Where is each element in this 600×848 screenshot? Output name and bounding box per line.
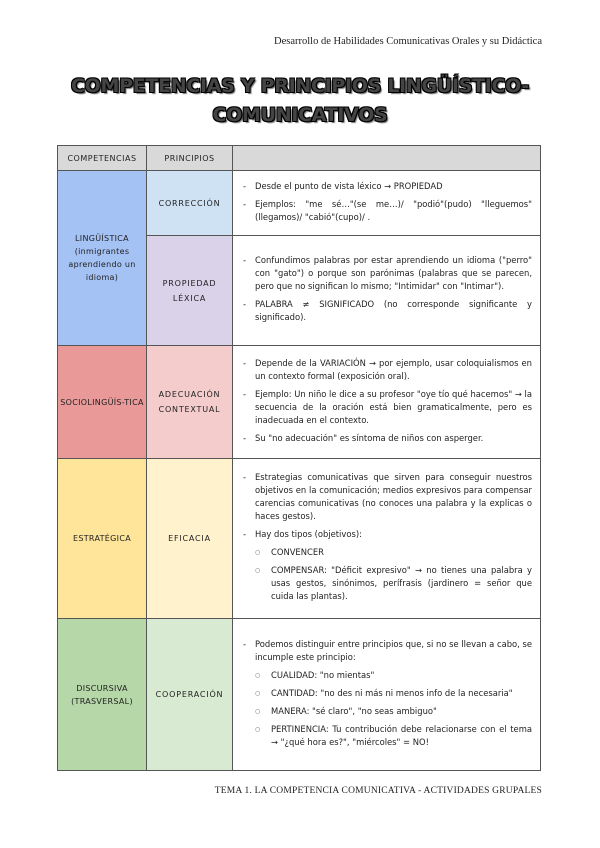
competencia-label: DISCURSIVA	[76, 683, 128, 693]
page-footer: TEMA 1. LA COMPETENCIA COMUNICATIVA - AC…	[214, 786, 542, 796]
list-item: PALABRA ≠ SIGNIFICADO (no corresponde si…	[241, 298, 532, 324]
sub-list-item: CANTIDAD: "no des ni más ni menos info d…	[241, 687, 532, 700]
row-discursiva: DISCURSIVA (TRASVERSAL) COOPERACIÓN Podem…	[57, 618, 541, 771]
cell-propiedad: PROPIEDAD LÉXICA	[146, 235, 233, 346]
list-item: Confundimos palabras por estar aprendien…	[241, 254, 532, 293]
list-item: Desde el punto de vista léxico → PROPIED…	[241, 180, 532, 193]
header-competencias: COMPETENCIAS	[57, 145, 147, 171]
header-blank	[232, 145, 541, 171]
cell-eficacia: EFICACIA	[146, 458, 233, 619]
row-propiedad: PROPIEDAD LÉXICA Confundimos palabras po…	[58, 235, 541, 346]
list-item: Ejemplo: Un niño le dice a su profesor "…	[241, 388, 532, 427]
list-item: Podemos distinguir entre principios que,…	[241, 638, 532, 664]
sub-list-item: MANERA: "sé claro", "no seas ambiguo"	[241, 705, 532, 718]
row-correccion: LINGÜÍSTICA (inmigrantes aprendiendo un i…	[57, 170, 541, 346]
page-title: COMPETENCIAS Y PRINCIPIOS LINGÜÍSTICO- CO…	[0, 72, 600, 130]
sub-list-item: CONVENCER	[241, 546, 532, 559]
cell-cooperacion: COOPERACIÓN	[146, 618, 233, 771]
cell-linguistica: LINGÜÍSTICA (inmigrantes aprendiendo un i…	[57, 170, 147, 346]
title-line-1: COMPETENCIAS Y PRINCIPIOS LINGÜÍSTICO-	[71, 75, 529, 97]
cell-socio-content: Depende de la VARIACIÓN → por ejemplo, u…	[232, 345, 541, 459]
title-line-2: COMUNICATIVOS	[212, 104, 388, 126]
cell-sociolinguistica: SOCIOLINGÜÍS-TICA	[57, 345, 147, 459]
header-row: COMPETENCIAS PRINCIPIOS	[57, 145, 541, 171]
sub-list-item: PERTINENCIA: Tu contribución debe relaci…	[241, 723, 532, 749]
competencias-table: COMPETENCIAS PRINCIPIOS LINGÜÍSTICA (inmi…	[57, 145, 541, 771]
cell-correccion-content: Desde el punto de vista léxico → PROPIED…	[232, 170, 541, 236]
cell-estrategica: ESTRATÉGICA	[57, 458, 147, 619]
sub-list-item: CUALIDAD: "no mientas"	[241, 669, 532, 682]
list-item: Estrategias comunicativas que sirven par…	[241, 471, 532, 523]
row-estrategica: ESTRATÉGICA EFICACIA Estrategias comunic…	[57, 458, 541, 619]
list-item: Hay dos tipos (objetivos):	[241, 528, 532, 541]
competencia-note: (inmigrantes aprendiendo un idioma)	[68, 247, 136, 282]
competencia-note: (TRASVERSAL)	[71, 696, 133, 706]
cell-estrategica-content: Estrategias comunicativas que sirven par…	[232, 458, 541, 619]
sub-list-item: COMPENSAR: "Déficit expresivo" → no tien…	[241, 564, 532, 603]
header-principios: PRINCIPIOS	[146, 145, 233, 171]
running-header: Desarrollo de Habilidades Comunicativas …	[274, 36, 542, 47]
list-item: Depende de la VARIACIÓN → por ejemplo, u…	[241, 357, 532, 383]
cell-propiedad-content: Confundimos palabras por estar aprendien…	[232, 235, 541, 346]
cell-adecuacion: ADECUACIÓN CONTEXTUAL	[146, 345, 233, 459]
row-socio: SOCIOLINGÜÍS-TICA ADECUACIÓN CONTEXTUAL …	[57, 345, 541, 459]
cell-discursiva: DISCURSIVA (TRASVERSAL)	[57, 618, 147, 771]
list-item: Ejemplos: "me sé…"(se me…)/ "podió"(pudo…	[241, 198, 532, 224]
cell-correccion: CORRECCIÓN	[146, 170, 233, 236]
cell-discursiva-content: Podemos distinguir entre principios que,…	[232, 618, 541, 771]
list-item: Su "no adecuación" es síntoma de niños c…	[241, 432, 532, 445]
competencia-label: LINGÜÍSTICA	[75, 234, 129, 243]
